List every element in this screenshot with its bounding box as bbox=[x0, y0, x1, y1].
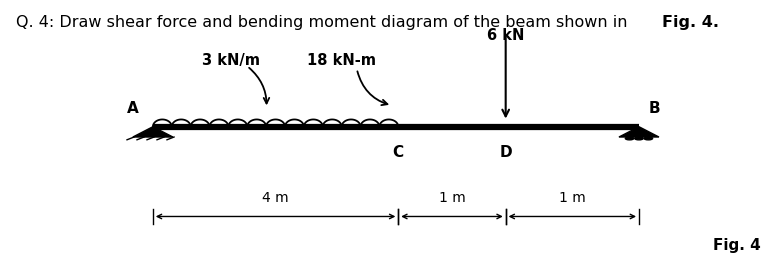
Text: A: A bbox=[127, 101, 139, 116]
Text: 1 m: 1 m bbox=[438, 191, 466, 205]
Polygon shape bbox=[132, 127, 172, 137]
Text: Fig. 4.: Fig. 4. bbox=[662, 15, 720, 30]
Text: 18 kN-m: 18 kN-m bbox=[307, 53, 376, 68]
Text: Fig. 4: Fig. 4 bbox=[713, 238, 760, 253]
Text: 1 m: 1 m bbox=[559, 191, 586, 205]
Text: 4 m: 4 m bbox=[263, 191, 289, 205]
Text: B: B bbox=[648, 101, 660, 116]
Circle shape bbox=[644, 137, 652, 140]
Text: Q. 4: Draw shear force and bending moment diagram of the beam shown in: Q. 4: Draw shear force and bending momen… bbox=[16, 15, 633, 30]
Text: D: D bbox=[499, 145, 512, 160]
Circle shape bbox=[635, 137, 643, 140]
Text: 3 kN/m: 3 kN/m bbox=[202, 53, 260, 68]
Text: C: C bbox=[393, 145, 404, 160]
Circle shape bbox=[626, 137, 633, 140]
Polygon shape bbox=[619, 127, 659, 137]
Text: 6 kN: 6 kN bbox=[487, 28, 524, 43]
